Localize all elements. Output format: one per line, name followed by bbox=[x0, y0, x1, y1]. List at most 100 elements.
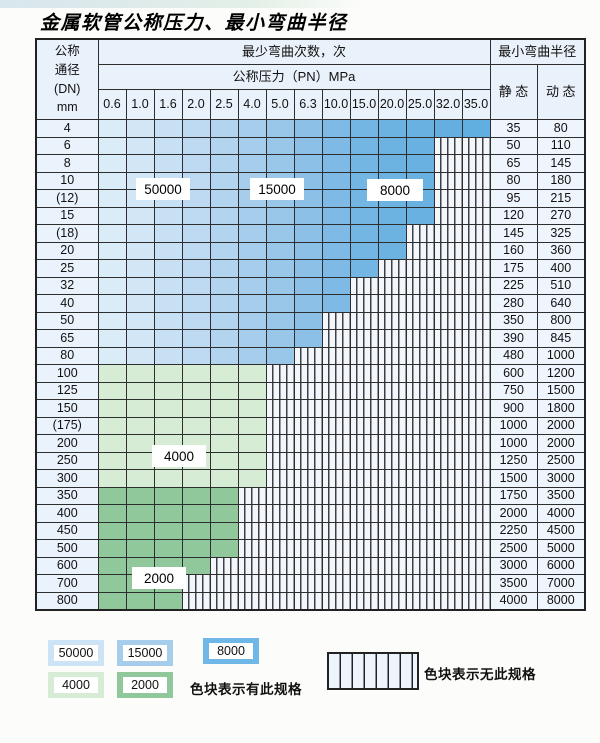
spec-cell-available bbox=[321, 294, 351, 313]
spec-cell-available bbox=[97, 311, 127, 330]
spec-cell-unavailable bbox=[265, 364, 295, 383]
spec-cell-unavailable bbox=[433, 504, 463, 523]
spec-cell-unavailable bbox=[377, 451, 407, 470]
spec-cell-unavailable bbox=[265, 399, 295, 418]
page-title: 金属软管公称压力、最小弯曲半径 bbox=[40, 12, 348, 34]
cycles-label-15000: 15000 bbox=[250, 178, 304, 200]
spec-cell-available bbox=[209, 206, 239, 225]
spec-cell-unavailable bbox=[405, 574, 435, 593]
dn-cell: 80 bbox=[35, 346, 99, 365]
table-row-dn-6: 6 50 110 bbox=[35, 136, 586, 155]
spec-cell-available bbox=[237, 259, 267, 278]
spec-cell-available bbox=[237, 329, 267, 348]
dn-cell: 125 bbox=[35, 381, 99, 400]
table-row-dn-8: 8 65 145 bbox=[35, 154, 586, 173]
spec-cell-available bbox=[153, 259, 183, 278]
spec-cell-available bbox=[265, 346, 295, 365]
spec-cell-available bbox=[265, 311, 295, 330]
static-radius-cell: 280 bbox=[489, 294, 538, 313]
spec-cell-unavailable bbox=[293, 434, 323, 453]
table-row-dn-500: 500 2500 5000 bbox=[35, 539, 586, 558]
pressure-col-4.0: 4.0 bbox=[237, 89, 267, 120]
spec-cell-available bbox=[125, 294, 155, 313]
spec-cell-unavailable bbox=[405, 224, 435, 243]
spec-cell-unavailable bbox=[461, 486, 491, 505]
static-radius-cell: 50 bbox=[489, 136, 538, 155]
spec-cell-available bbox=[209, 311, 239, 330]
table-row-dn-15: 15 120 270 bbox=[35, 206, 586, 225]
spec-cell-available bbox=[97, 241, 127, 260]
dn-cell: 15 bbox=[35, 206, 99, 225]
spec-cell-available bbox=[125, 591, 155, 611]
spec-cell-available bbox=[181, 521, 211, 540]
spec-cell-available bbox=[125, 469, 155, 488]
static-radius-cell: 1000 bbox=[489, 416, 538, 435]
spec-cell-unavailable bbox=[321, 311, 351, 330]
spec-cell-unavailable bbox=[405, 311, 435, 330]
legend-swatch-8000: 8000 bbox=[203, 638, 259, 664]
spec-cell-available bbox=[125, 451, 155, 470]
spec-cell-unavailable bbox=[349, 346, 379, 365]
spec-cell-available bbox=[209, 259, 239, 278]
dn-cell: 500 bbox=[35, 539, 99, 558]
pressure-col-2.0: 2.0 bbox=[181, 89, 211, 120]
spec-cell-unavailable bbox=[433, 416, 463, 435]
spec-cell-available bbox=[349, 241, 379, 260]
spec-cell-unavailable bbox=[461, 556, 491, 575]
spec-cell-available bbox=[97, 399, 127, 418]
spec-cell-available bbox=[181, 276, 211, 295]
spec-cell-available bbox=[97, 539, 127, 558]
spec-cell-unavailable bbox=[321, 364, 351, 383]
dn-cell: 800 bbox=[35, 591, 99, 611]
spec-cell-unavailable bbox=[405, 381, 435, 400]
spec-cell-available bbox=[265, 206, 295, 225]
spec-cell-available bbox=[293, 119, 323, 138]
static-radius-cell: 480 bbox=[489, 346, 538, 365]
dn-cell: 100 bbox=[35, 364, 99, 383]
pressure-col-5.0: 5.0 bbox=[265, 89, 295, 120]
spec-cell-available bbox=[97, 346, 127, 365]
spec-cell-unavailable bbox=[461, 154, 491, 173]
spec-cell-unavailable bbox=[433, 364, 463, 383]
spec-cell-available bbox=[209, 416, 239, 435]
spec-cell-unavailable bbox=[433, 521, 463, 540]
spec-cell-available bbox=[321, 171, 351, 190]
pressure-col-35.0: 35.0 bbox=[461, 89, 491, 120]
spec-cell-unavailable bbox=[405, 469, 435, 488]
spec-cell-unavailable bbox=[405, 276, 435, 295]
spec-cell-available bbox=[97, 206, 127, 225]
static-radius-cell: 65 bbox=[489, 154, 538, 173]
spec-cell-available bbox=[97, 294, 127, 313]
spec-cell-available bbox=[209, 241, 239, 260]
spec-cell-available bbox=[293, 329, 323, 348]
spec-cell-unavailable bbox=[349, 381, 379, 400]
spec-cell-available bbox=[265, 154, 295, 173]
spec-cell-available bbox=[265, 276, 295, 295]
spec-cell-unavailable bbox=[181, 591, 211, 611]
spec-cell-available bbox=[321, 206, 351, 225]
spec-cell-available bbox=[321, 224, 351, 243]
table-row-dn-150: 150 900 1800 bbox=[35, 399, 586, 418]
header-dn: 公称 通径 (DN) mm bbox=[35, 38, 99, 120]
dn-cell: 300 bbox=[35, 469, 99, 488]
spec-cell-available bbox=[181, 259, 211, 278]
spec-cell-available bbox=[97, 364, 127, 383]
spec-cell-available bbox=[321, 136, 351, 155]
legend-swatch-4000-label: 4000 bbox=[54, 677, 98, 693]
spec-cell-unavailable bbox=[293, 469, 323, 488]
static-radius-cell: 2250 bbox=[489, 521, 538, 540]
spec-cell-available bbox=[97, 416, 127, 435]
spec-cell-available bbox=[209, 399, 239, 418]
spec-cell-available bbox=[349, 259, 379, 278]
spec-cell-available bbox=[209, 154, 239, 173]
table-row-dn-50: 50 350 800 bbox=[35, 311, 586, 330]
spec-cell-unavailable bbox=[237, 591, 267, 611]
spec-cell-unavailable bbox=[265, 451, 295, 470]
spec-cell-unavailable bbox=[377, 504, 407, 523]
spec-cell-unavailable bbox=[265, 381, 295, 400]
spec-cell-unavailable bbox=[293, 486, 323, 505]
spec-cell-unavailable bbox=[433, 434, 463, 453]
spec-cell-unavailable bbox=[433, 451, 463, 470]
spec-cell-available bbox=[97, 591, 127, 611]
